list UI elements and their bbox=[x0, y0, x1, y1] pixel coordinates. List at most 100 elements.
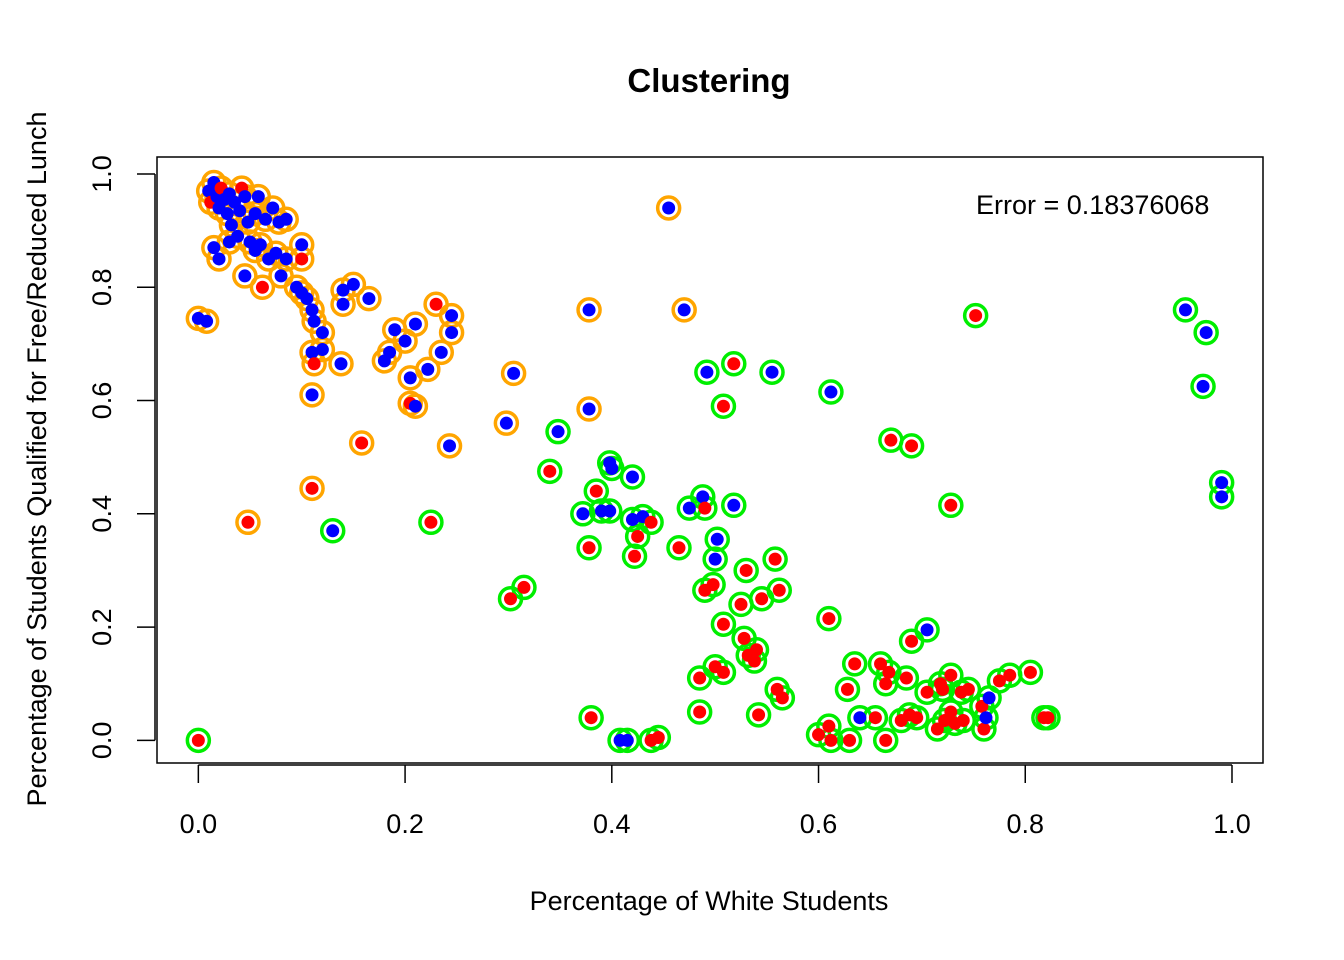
data-point bbox=[716, 617, 730, 631]
data-point bbox=[682, 501, 696, 515]
data-point bbox=[625, 470, 639, 484]
y-tick-label: 0.8 bbox=[87, 268, 117, 306]
data-point bbox=[710, 532, 724, 546]
data-point bbox=[220, 207, 234, 221]
data-point bbox=[307, 314, 321, 328]
cluster-ring bbox=[914, 617, 940, 643]
data-point bbox=[843, 733, 857, 747]
data-point bbox=[355, 436, 369, 450]
data-point bbox=[212, 252, 226, 266]
data-point bbox=[576, 507, 590, 521]
cluster-ring bbox=[710, 611, 737, 637]
data-point bbox=[315, 343, 329, 357]
cluster-ring bbox=[841, 651, 868, 677]
cluster-ring bbox=[694, 359, 720, 385]
data-point bbox=[677, 303, 691, 317]
data-point bbox=[238, 190, 252, 204]
data-point bbox=[305, 345, 319, 359]
cluster-ring bbox=[721, 492, 747, 519]
data-point bbox=[307, 357, 321, 371]
data-point bbox=[982, 691, 996, 705]
cluster-ring bbox=[704, 526, 730, 553]
data-point bbox=[1215, 490, 1229, 504]
data-point bbox=[200, 314, 214, 328]
cluster-ring bbox=[415, 356, 441, 383]
data-point bbox=[693, 705, 707, 719]
y-tick-label: 1.0 bbox=[87, 155, 117, 193]
data-point bbox=[822, 719, 836, 733]
y-tick-label: 0.2 bbox=[87, 608, 117, 646]
cluster-ring bbox=[1035, 704, 1061, 731]
data-point bbox=[824, 385, 838, 399]
cluster-ring bbox=[834, 676, 861, 703]
y-axis-label: Percentage of Students Qualified for Fre… bbox=[22, 112, 52, 807]
data-point bbox=[222, 235, 236, 249]
data-point bbox=[300, 292, 314, 306]
data-point bbox=[879, 677, 893, 691]
data-point bbox=[504, 592, 518, 606]
data-point bbox=[944, 705, 958, 719]
data-point bbox=[1199, 326, 1213, 340]
cluster-ring bbox=[702, 546, 728, 572]
data-point bbox=[874, 657, 888, 671]
data-point bbox=[315, 326, 329, 340]
data-point bbox=[693, 671, 707, 685]
cluster-ring bbox=[962, 302, 989, 329]
data-point bbox=[543, 464, 557, 478]
data-point bbox=[334, 357, 348, 371]
chart-title: Clustering bbox=[627, 62, 790, 99]
cluster-ring bbox=[766, 577, 793, 604]
cluster-ring bbox=[655, 195, 682, 221]
data-point bbox=[241, 215, 255, 229]
data-point bbox=[812, 728, 826, 742]
data-point bbox=[930, 722, 944, 736]
cluster-ring bbox=[348, 430, 375, 456]
data-point bbox=[824, 733, 838, 747]
data-point bbox=[910, 711, 924, 725]
cluster-ring bbox=[255, 246, 282, 272]
data-point bbox=[233, 204, 247, 218]
data-point bbox=[662, 201, 676, 215]
data-point bbox=[698, 501, 712, 515]
data-point bbox=[882, 665, 896, 679]
data-point bbox=[582, 303, 596, 317]
data-point bbox=[248, 243, 262, 257]
cluster-ring bbox=[356, 285, 382, 312]
data-point bbox=[956, 714, 970, 728]
cluster-ring bbox=[576, 396, 602, 422]
data-point bbox=[944, 498, 958, 512]
data-point bbox=[992, 674, 1006, 688]
data-point bbox=[605, 461, 619, 475]
data-point bbox=[434, 345, 448, 359]
x-tick-label: 0.8 bbox=[1006, 809, 1044, 839]
data-point bbox=[279, 212, 293, 226]
cluster-ring bbox=[710, 393, 737, 419]
data-point bbox=[305, 303, 319, 317]
data-point bbox=[905, 439, 919, 453]
x-axis: 0.0 0.2 0.4 0.6 0.8 1.0 bbox=[180, 764, 1251, 839]
data-point bbox=[979, 711, 993, 725]
data-point bbox=[241, 515, 255, 529]
data-point bbox=[706, 578, 720, 592]
cluster-ring bbox=[762, 546, 788, 572]
data-point bbox=[269, 246, 283, 260]
cluster-ring bbox=[836, 727, 863, 754]
data-point bbox=[708, 552, 722, 566]
cluster-ring bbox=[619, 464, 646, 490]
cluster-ring bbox=[938, 492, 964, 519]
y-tick-label: 0.4 bbox=[87, 495, 117, 533]
cluster-ring bbox=[299, 382, 325, 408]
cluster-ring bbox=[872, 727, 899, 754]
data-point bbox=[750, 643, 764, 657]
x-tick-label: 0.2 bbox=[386, 809, 424, 839]
cluster-ring bbox=[402, 311, 429, 337]
data-point bbox=[899, 671, 913, 685]
plot-frame bbox=[156, 156, 1264, 764]
cluster-ring bbox=[319, 518, 346, 544]
data-point bbox=[408, 317, 422, 331]
data-point bbox=[727, 498, 741, 512]
data-point bbox=[238, 269, 252, 283]
cluster-ring bbox=[299, 475, 325, 502]
data-point bbox=[884, 433, 898, 447]
